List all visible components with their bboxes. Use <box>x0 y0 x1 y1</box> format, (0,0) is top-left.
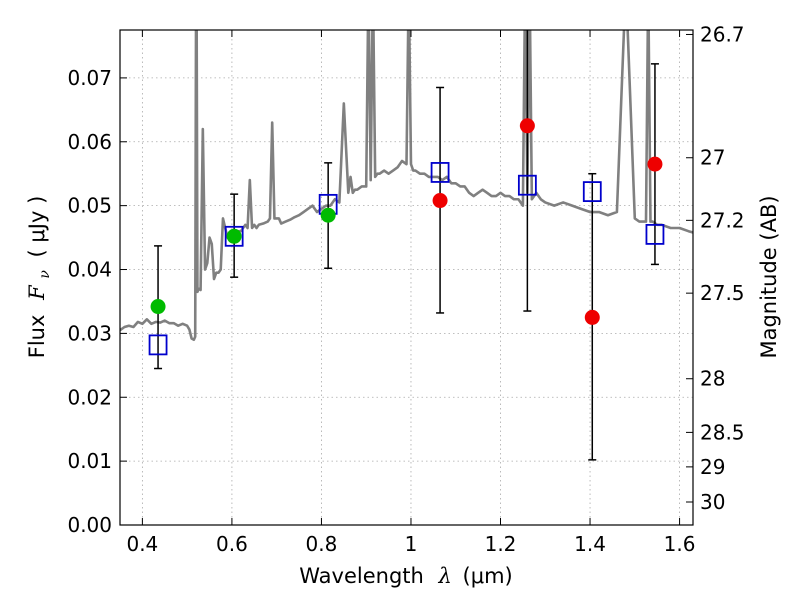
y-tick-label: 0.06 <box>67 130 112 154</box>
square-marker-layer <box>148 162 665 356</box>
green-circle-marker <box>226 228 242 244</box>
green-circle-marker <box>320 207 336 223</box>
y-axis-label-main: Flux <box>25 315 49 359</box>
y-axis-label-unit: ( μJy ) <box>25 196 49 258</box>
circle-marker-layer <box>150 118 663 325</box>
x-axis-label: Wavelength λ (μm) <box>299 564 512 588</box>
y2-tick-label: 29 <box>700 455 725 479</box>
red-circle-marker <box>584 309 600 325</box>
square-marker <box>582 181 602 202</box>
x-axis-label-symbol: λ <box>438 564 452 588</box>
y-tick-label: 0.03 <box>67 321 112 345</box>
x-tick-label: 0.8 <box>306 532 338 556</box>
square-marker <box>645 223 665 245</box>
x-tick-label: 1 <box>405 532 418 556</box>
y-axis-label: Flux F ν ( μJy ) <box>25 196 54 359</box>
y2-tick-label: 26.7 <box>700 22 745 46</box>
y2-tick-label: 27.5 <box>700 281 745 305</box>
square-marker <box>224 225 244 247</box>
x-axis-label-main: Wavelength <box>299 564 424 588</box>
y-tick-label: 0.02 <box>67 385 112 409</box>
y-axis-label-symbol: F <box>25 284 49 301</box>
x-tick-label: 1.4 <box>574 532 606 556</box>
green-circle-marker <box>150 299 166 315</box>
y-tick-label: 0.04 <box>67 258 112 282</box>
y2-tick-label: 27 <box>700 146 725 170</box>
axis-ticks: 0.4 0.6 0.8 1 1.2 1.4 1.6 0.00 0.01 0.02 0.03 0.04 0… <box>67 22 744 556</box>
y2-axis-label: Magnitude (AB) <box>757 195 781 358</box>
x-tick-label: 0.4 <box>126 532 158 556</box>
model-spectrum-layer <box>120 30 693 342</box>
red-circle-marker <box>647 156 663 172</box>
x-tick-label: 1.6 <box>664 532 696 556</box>
x-tick-label: 0.6 <box>216 532 248 556</box>
red-circle-marker <box>519 118 535 134</box>
square-marker <box>517 174 537 196</box>
y2-tick-label: 27.2 <box>700 208 745 232</box>
plot-frame <box>119 29 694 526</box>
x-tick-label: 1.2 <box>485 532 517 556</box>
square-marker <box>148 334 168 356</box>
red-circle-marker <box>432 193 448 209</box>
model-spectrum-line <box>120 30 693 342</box>
y2-tick-label: 30 <box>700 490 725 514</box>
y2-tick-label: 28.5 <box>700 420 745 444</box>
square-marker <box>430 162 450 183</box>
y2-tick-label: 28 <box>700 367 725 391</box>
y-axis-label-symbol-sub: ν <box>37 270 53 279</box>
y-tick-label: 0.07 <box>67 66 112 90</box>
y-tick-label: 0.00 <box>67 513 112 537</box>
y-tick-label: 0.05 <box>67 194 112 218</box>
x-axis-label-unit: (μm) <box>463 564 513 588</box>
y-tick-label: 0.01 <box>67 449 112 473</box>
